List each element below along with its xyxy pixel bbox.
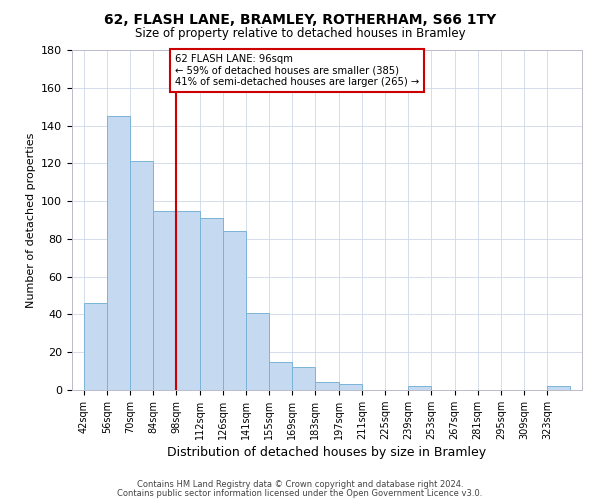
Bar: [338, 384, 362, 390]
Bar: [130, 162, 153, 390]
Text: 62, FLASH LANE, BRAMLEY, ROTHERHAM, S66 1TY: 62, FLASH LANE, BRAMLEY, ROTHERHAM, S66 …: [104, 12, 496, 26]
Bar: [269, 362, 292, 390]
Bar: [199, 218, 223, 390]
Text: Size of property relative to detached houses in Bramley: Size of property relative to detached ho…: [134, 28, 466, 40]
Text: Contains public sector information licensed under the Open Government Licence v3: Contains public sector information licen…: [118, 488, 482, 498]
Bar: [246, 312, 269, 390]
Bar: [292, 368, 316, 390]
Bar: [223, 232, 246, 390]
Text: Contains HM Land Registry data © Crown copyright and database right 2024.: Contains HM Land Registry data © Crown c…: [137, 480, 463, 489]
Bar: [153, 210, 176, 390]
Y-axis label: Number of detached properties: Number of detached properties: [26, 132, 35, 308]
Bar: [176, 210, 199, 390]
Text: 62 FLASH LANE: 96sqm
← 59% of detached houses are smaller (385)
41% of semi-deta: 62 FLASH LANE: 96sqm ← 59% of detached h…: [175, 54, 419, 87]
X-axis label: Distribution of detached houses by size in Bramley: Distribution of detached houses by size …: [167, 446, 487, 459]
Bar: [83, 303, 107, 390]
Bar: [316, 382, 338, 390]
Bar: [408, 386, 431, 390]
Bar: [107, 116, 130, 390]
Bar: [547, 386, 571, 390]
